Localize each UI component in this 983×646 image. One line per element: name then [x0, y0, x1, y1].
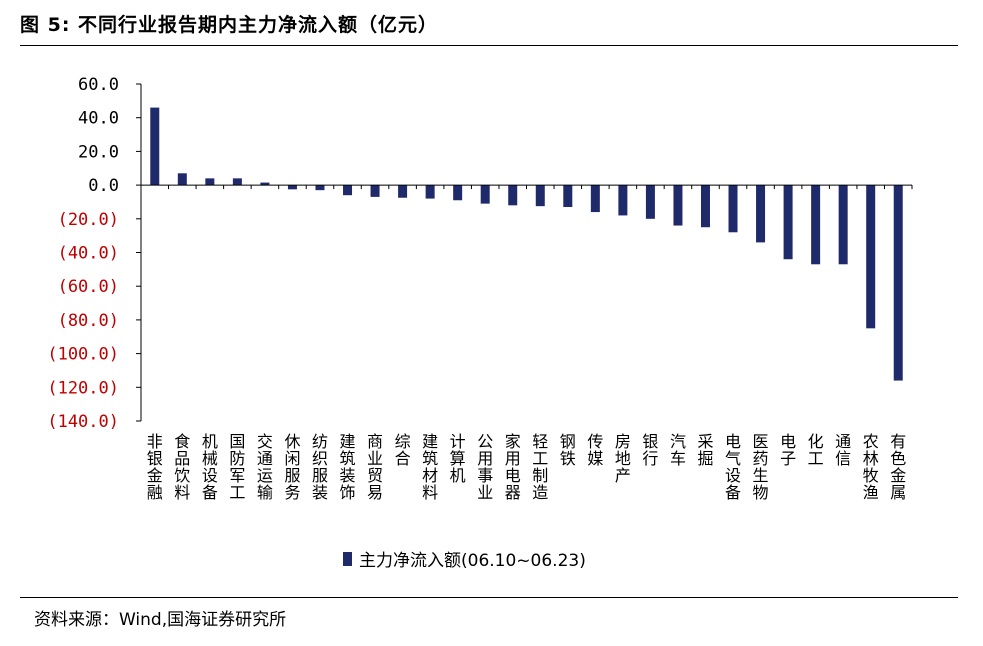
- bar: [480, 185, 490, 204]
- bar: [590, 185, 600, 213]
- category-label: 钢铁: [560, 432, 576, 468]
- bar: [453, 185, 463, 201]
- y-axis: 60.0 40.0 20.0 0.0 (20.0) (40.0) (60.0) (80.0) (…: [47, 75, 142, 432]
- category-label: 休闲服务: [284, 432, 300, 502]
- category-label: 家用电器: [505, 432, 521, 502]
- bar: [398, 185, 408, 198]
- bar: [150, 107, 160, 186]
- y-tick-label: 0.0: [88, 176, 119, 196]
- category-label: 纺织服装: [312, 432, 328, 502]
- y-tick-label: (120.0): [47, 378, 119, 398]
- top-rule: [20, 45, 958, 46]
- category-label: 化工: [808, 432, 824, 468]
- y-tick-label: (140.0): [47, 412, 119, 432]
- y-tick-label: (60.0): [58, 277, 119, 297]
- bar: [315, 185, 325, 191]
- category-label: 建筑装饰: [340, 432, 356, 502]
- y-tick-label: (80.0): [58, 311, 119, 331]
- category-label: 国防军工: [229, 432, 245, 502]
- bar: [508, 185, 518, 206]
- bar: [618, 185, 628, 216]
- legend-label: 主力净流入额(06.10~06.23): [359, 551, 586, 571]
- x-axis: [140, 184, 913, 190]
- y-tick-label: (40.0): [58, 244, 119, 264]
- bar: [535, 185, 545, 207]
- y-tick-label: 60.0: [78, 75, 119, 95]
- legend: 主力净流入额(06.10~06.23): [343, 551, 586, 571]
- bar: [260, 182, 270, 186]
- bottom-rule: [20, 597, 958, 598]
- bar: [866, 185, 876, 329]
- bar: [783, 185, 793, 260]
- bar: [205, 178, 215, 186]
- y-tick-label: 20.0: [78, 142, 119, 162]
- figure-title: 图 5: 不同行业报告期内主力净流入额（亿元）: [20, 14, 439, 36]
- category-label: 公用事业: [477, 432, 493, 502]
- bar: [343, 185, 353, 196]
- bar: [673, 185, 683, 226]
- category-label: 通信: [835, 432, 851, 468]
- bar: [177, 173, 187, 186]
- bar: [563, 185, 573, 208]
- bar: [700, 185, 710, 228]
- bar: [370, 185, 380, 197]
- category-label: 传媒: [587, 432, 603, 468]
- category-label: 食品饮料: [174, 432, 190, 502]
- category-label: 采掘: [697, 432, 713, 468]
- bar: [728, 185, 738, 233]
- bar: [811, 185, 821, 265]
- category-label: 房地产: [615, 432, 631, 485]
- bar: [425, 185, 435, 199]
- bar: [838, 185, 848, 265]
- legend-swatch: [343, 552, 352, 566]
- y-tick-label: (20.0): [58, 210, 119, 230]
- category-label: 医药生物: [753, 432, 769, 502]
- y-tick-label: 40.0: [78, 109, 119, 129]
- y-tick-label: (100.0): [47, 345, 119, 365]
- bars-group: [150, 107, 903, 381]
- category-label: 汽车: [670, 432, 686, 468]
- category-label: 商业贸易: [367, 432, 383, 502]
- category-label: 有色金属: [890, 432, 906, 502]
- bar: [287, 185, 297, 190]
- bar: [756, 185, 766, 243]
- category-label: 非银金融: [147, 432, 163, 502]
- category-label: 交通运输: [257, 432, 273, 502]
- bar: [893, 185, 903, 381]
- category-labels: 非银金融食品饮料机械设备国防军工交通运输休闲服务纺织服装建筑装饰商业贸易综合建筑…: [147, 432, 906, 502]
- category-label: 机械设备: [202, 432, 218, 502]
- category-label: 建筑材料: [422, 432, 438, 502]
- category-label: 电子: [780, 432, 796, 468]
- category-label: 综合: [395, 432, 411, 468]
- category-label: 轻工制造: [532, 432, 548, 502]
- category-label: 电气设备: [725, 432, 741, 502]
- category-label: 银行: [642, 432, 658, 468]
- bar: [645, 185, 655, 219]
- bar: [232, 178, 242, 186]
- source-note: 资料来源：Wind,国海证券研究所: [34, 610, 287, 630]
- category-label: 农林牧渔: [863, 432, 879, 502]
- category-label: 计算机: [450, 432, 466, 485]
